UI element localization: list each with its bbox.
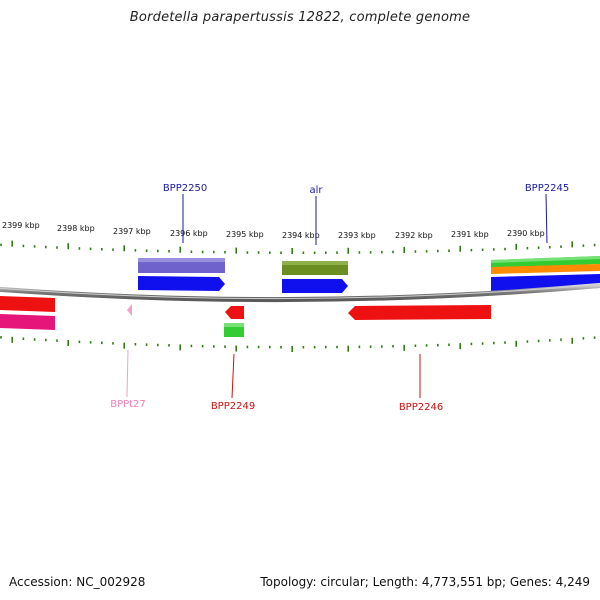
ruler-labels: 2399 kbp 2398 kbp 2397 kbp 2396 kbp 2395… xyxy=(2,221,545,240)
reverse-cds xyxy=(0,296,491,320)
tick-label-2399: 2399 kbp xyxy=(2,221,40,230)
map-title: Bordetella parapertussis 12822, complete… xyxy=(129,10,471,25)
forward-cds xyxy=(138,274,600,293)
accession-text: Accession: NC_002928 xyxy=(9,575,146,589)
gene-label-bpp2250[interactable]: BPP2250 xyxy=(163,183,207,194)
gene-label-alr[interactable]: alr xyxy=(309,185,323,196)
leader-line-bpp2245 xyxy=(545,193,548,244)
feature-bpp2250-cog-shade xyxy=(138,258,225,262)
tick-label-2396: 2396 kbp xyxy=(170,229,208,238)
tick-label-2395: 2395 kbp xyxy=(226,230,264,239)
genome-backbone xyxy=(0,282,600,303)
feature-alr-cog-shade xyxy=(282,261,348,265)
gene-label-bpp2245[interactable]: BPP2245 xyxy=(525,183,569,194)
tick-label-2394: 2394 kbp xyxy=(282,231,320,240)
bottom-gene-labels: BPPt27 BPP2249 BPP2246 xyxy=(110,349,443,413)
feature-bpp2250-cds[interactable] xyxy=(138,276,225,291)
gene-label-bpp2249[interactable]: BPP2249 xyxy=(211,401,255,412)
feature-alr-cds[interactable] xyxy=(282,279,348,293)
genome-summary-text: Topology: circular; Length: 4,773,551 bp… xyxy=(260,575,590,589)
genome-backbone-highlight xyxy=(0,283,600,300)
feature-bpp2245-cog-green-shade xyxy=(491,256,600,263)
tick-label-2398: 2398 kbp xyxy=(57,224,95,233)
feature-left-reverse-cds[interactable] xyxy=(0,296,55,312)
leader-line-bppt27 xyxy=(126,349,129,398)
feature-bpp2249-cog-shade xyxy=(224,323,244,327)
tick-label-2397: 2397 kbp xyxy=(113,227,151,236)
cog-features-bottom xyxy=(0,314,244,337)
tick-label-2393: 2393 kbp xyxy=(338,231,376,240)
feature-bpp2245-cog-orange[interactable] xyxy=(491,264,600,274)
gene-label-bpp2246[interactable]: BPP2246 xyxy=(399,402,443,413)
tick-label-2390: 2390 kbp xyxy=(507,229,545,238)
lower-ticks xyxy=(0,336,596,352)
top-gene-labels: BPP2250 alr BPP2245 xyxy=(163,183,569,245)
cog-features-top xyxy=(138,256,600,275)
gene-label-bppt27[interactable]: BPPt27 xyxy=(110,399,146,410)
leader-line-bpp2249 xyxy=(231,353,235,399)
feature-bppt27-trna[interactable] xyxy=(127,304,132,316)
feature-bpp2246-cds[interactable] xyxy=(348,305,491,320)
feature-left-cog-magenta[interactable] xyxy=(0,314,55,330)
upper-ticks xyxy=(0,240,596,254)
tick-label-2392: 2392 kbp xyxy=(395,231,433,240)
tick-label-2391: 2391 kbp xyxy=(451,230,489,239)
feature-bpp2249-cds[interactable] xyxy=(225,306,244,319)
